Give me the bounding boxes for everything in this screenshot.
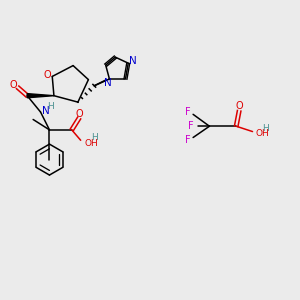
Text: H: H <box>91 134 98 142</box>
Text: N: N <box>129 56 137 66</box>
Text: O: O <box>44 70 51 80</box>
Text: O: O <box>76 109 84 119</box>
Text: F: F <box>185 107 191 117</box>
Text: F: F <box>185 135 191 145</box>
Text: H: H <box>47 102 53 111</box>
Text: O: O <box>236 101 243 111</box>
Polygon shape <box>27 94 54 98</box>
Text: OH: OH <box>85 139 98 148</box>
Text: N: N <box>104 78 112 88</box>
Text: H: H <box>262 124 268 133</box>
Text: F: F <box>188 121 194 131</box>
Text: N: N <box>42 106 50 116</box>
Text: O: O <box>10 80 18 90</box>
Text: OH: OH <box>256 130 269 139</box>
